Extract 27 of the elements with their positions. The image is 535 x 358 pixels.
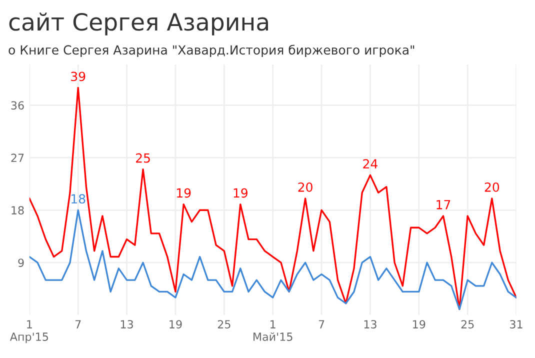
y-tick-label: 9 (18, 258, 24, 267)
data-label: 39 (71, 72, 86, 82)
data-label: 19 (177, 188, 191, 198)
x-tick-label: 19 (413, 320, 426, 328)
y-tick-label: 27 (11, 154, 24, 162)
data-label: 20 (298, 182, 312, 192)
chart-title: сайт Сергея Азарина (9, 12, 268, 36)
y-tick-label: 18 (12, 206, 24, 215)
x-tick-label: 13 (364, 320, 376, 328)
x-tick-label: 7 (318, 320, 324, 328)
x-tick-label: 25 (461, 320, 474, 328)
x-tick-label: 1 Май'15 (254, 320, 292, 341)
line-series (29, 209, 516, 310)
x-tick-label: 31 (510, 320, 522, 328)
data-label: 20 (484, 182, 500, 192)
x-tick-label: 25 (218, 320, 230, 328)
chart-subtitle: о Книге Сергея Азарина "Хавард.История биржевого игрока" (8, 44, 414, 58)
data-label: 17 (436, 200, 450, 210)
x-tick-label: 13 (120, 320, 133, 328)
data-label: 25 (136, 153, 150, 163)
data-label: 24 (363, 159, 378, 168)
y-tick-label: 36 (11, 101, 24, 110)
data-label: 19 (234, 188, 248, 198)
x-tick-label: 7 (75, 320, 81, 328)
x-tick-label: 1 Апр'15 (10, 320, 48, 344)
x-tick-label: 19 (170, 320, 182, 328)
data-label: 18 (72, 194, 86, 204)
